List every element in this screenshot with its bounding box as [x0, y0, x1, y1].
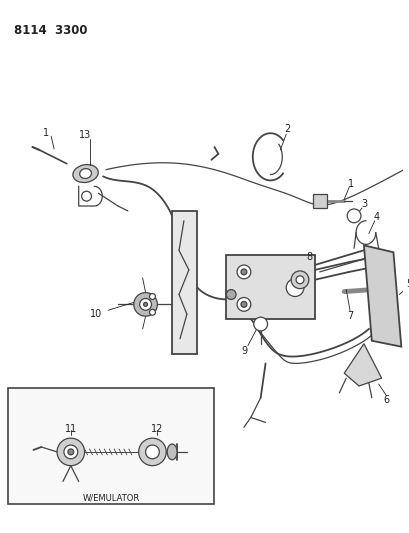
- Text: 11: 11: [65, 424, 77, 434]
- Circle shape: [138, 438, 166, 466]
- FancyBboxPatch shape: [226, 255, 314, 319]
- Text: 4: 4: [373, 212, 379, 222]
- Text: 6: 6: [382, 395, 389, 405]
- Text: 7: 7: [346, 311, 353, 321]
- Circle shape: [295, 276, 303, 284]
- Circle shape: [57, 438, 84, 466]
- Circle shape: [81, 191, 91, 201]
- Text: 3: 3: [360, 199, 366, 209]
- Polygon shape: [363, 245, 400, 346]
- Polygon shape: [172, 211, 196, 353]
- Text: 5: 5: [405, 279, 409, 289]
- Text: 8114  3300: 8114 3300: [14, 24, 87, 37]
- Text: 8: 8: [306, 252, 312, 262]
- Circle shape: [133, 293, 157, 316]
- Circle shape: [285, 279, 303, 296]
- Ellipse shape: [73, 165, 98, 182]
- Circle shape: [236, 297, 250, 311]
- Circle shape: [143, 302, 147, 306]
- Ellipse shape: [79, 168, 91, 179]
- Circle shape: [139, 298, 151, 310]
- Text: 13: 13: [79, 130, 92, 140]
- Text: 2: 2: [283, 124, 290, 134]
- Text: 9: 9: [241, 345, 247, 356]
- Circle shape: [64, 445, 78, 459]
- Text: 1: 1: [347, 180, 353, 189]
- Circle shape: [240, 269, 246, 275]
- Text: 10: 10: [90, 309, 102, 319]
- Polygon shape: [344, 344, 381, 386]
- Text: W/EMULATOR: W/EMULATOR: [82, 494, 139, 503]
- Circle shape: [236, 265, 250, 279]
- Circle shape: [346, 209, 360, 223]
- Circle shape: [149, 309, 155, 315]
- Circle shape: [253, 317, 267, 331]
- Circle shape: [240, 302, 246, 308]
- Circle shape: [226, 289, 236, 300]
- Text: 12: 12: [151, 424, 163, 434]
- Circle shape: [149, 294, 155, 300]
- Polygon shape: [312, 194, 326, 208]
- Ellipse shape: [167, 444, 177, 460]
- Circle shape: [145, 445, 159, 459]
- Circle shape: [290, 271, 308, 289]
- Circle shape: [68, 449, 74, 455]
- FancyBboxPatch shape: [8, 388, 214, 504]
- Text: 1: 1: [43, 128, 49, 138]
